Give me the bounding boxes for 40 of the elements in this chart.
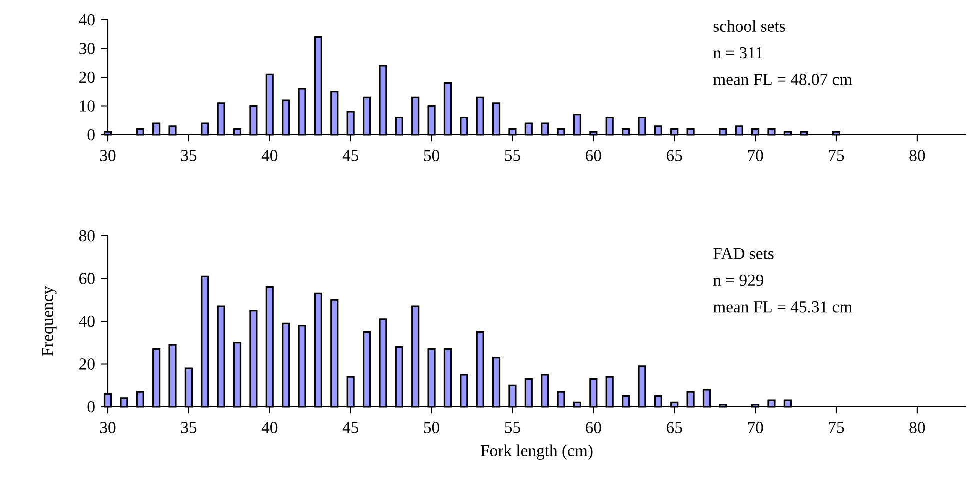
y-tick-label: 20 — [80, 358, 95, 370]
y-tick-label: 20 — [80, 72, 95, 84]
y-tick-label: 40 — [79, 14, 95, 26]
x-tick-label: 55 — [505, 422, 520, 434]
y-tick-label: 80 — [79, 230, 95, 242]
annotation: school sets — [714, 20, 786, 32]
x-tick-label: 60 — [586, 150, 602, 162]
x-tick-label: 45 — [342, 422, 359, 434]
x-tick-label: 65 — [666, 150, 682, 162]
x-tick-label: 65 — [666, 422, 682, 434]
x-tick-label: 70 — [748, 422, 764, 434]
y-tick-label: 10 — [80, 100, 95, 112]
y-tick-label: 60 — [80, 273, 95, 284]
annotation: FAD sets — [714, 248, 774, 260]
annotation: n = 311 — [714, 47, 763, 59]
y-tick-label: 0 — [88, 129, 95, 141]
x-tick-label: 55 — [505, 150, 520, 162]
y-tick-label: 30 — [80, 43, 95, 54]
x-tick-label: 40 — [262, 422, 278, 434]
x-tick-label: 80 — [910, 422, 926, 434]
x-axis-title: Fork length (cm) — [481, 444, 593, 460]
annotation: mean FL = 48.07 cm — [714, 74, 852, 86]
x-tick-label: 60 — [586, 422, 602, 434]
x-tick-label: 35 — [181, 422, 197, 434]
x-tick-label: 50 — [424, 422, 440, 434]
x-tick-label: 50 — [424, 150, 440, 162]
x-tick-label: 35 — [181, 150, 197, 162]
y-axis-title: Frequency — [42, 286, 57, 356]
x-tick-label: 70 — [748, 150, 764, 162]
y-tick-label: 0 — [88, 401, 95, 413]
x-tick-label: 75 — [829, 422, 844, 434]
x-tick-label: 30 — [100, 150, 116, 162]
x-tick-label: 30 — [100, 422, 116, 434]
x-tick-label: 75 — [829, 150, 844, 162]
annotation: n = 929 — [714, 274, 764, 286]
y-tick-label: 40 — [79, 316, 95, 328]
x-tick-label: 80 — [910, 150, 926, 162]
annotation: mean FL = 45.31 cm — [714, 302, 852, 313]
x-tick-label: 45 — [342, 150, 359, 162]
x-tick-label: 40 — [262, 150, 278, 162]
